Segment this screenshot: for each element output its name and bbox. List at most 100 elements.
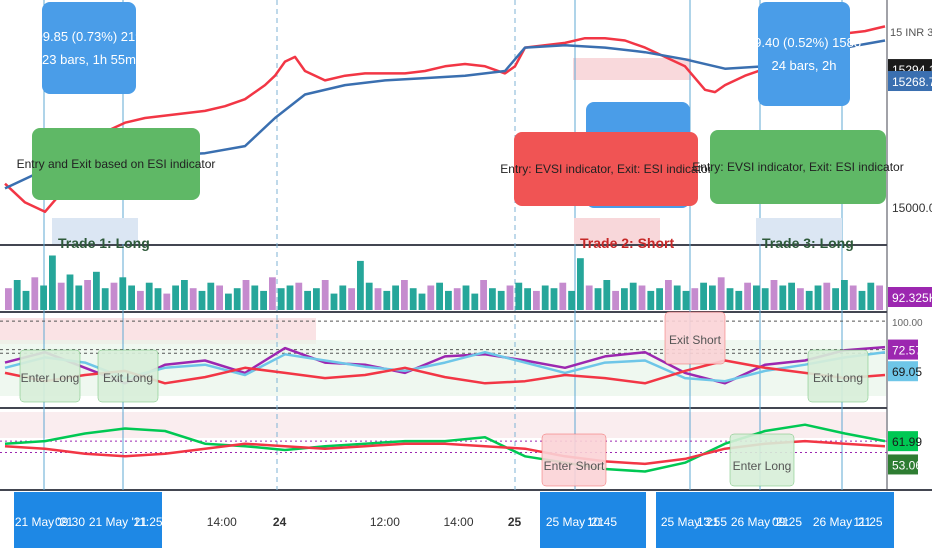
volume-bar [700, 282, 707, 310]
volume-bar [849, 285, 857, 310]
volume-bar [5, 288, 12, 310]
volume-bar [198, 290, 206, 310]
price-label-ma-bg [888, 71, 932, 92]
time-tick-label: 14:00 [207, 515, 237, 529]
signal-box [729, 433, 795, 487]
volume-bar [515, 282, 523, 310]
volume-bar [286, 285, 294, 310]
signal-label: Enter Short [544, 459, 605, 473]
time-highlight-label: 09:30 [55, 515, 85, 529]
volume-bar [506, 285, 514, 310]
osc-label-1-bg [888, 339, 918, 360]
time-tick-label: 24 [273, 515, 287, 529]
volume-bar [585, 285, 593, 310]
volume-bar [788, 282, 795, 310]
volume-bar [603, 280, 611, 310]
osc-level-label: 100.00 [892, 318, 923, 329]
volume-bar [497, 290, 505, 310]
signal-box [541, 433, 607, 487]
volume-bar [233, 288, 241, 310]
volume-bar [462, 285, 470, 310]
volume-bar [726, 288, 734, 310]
volume-bar [66, 274, 74, 310]
time-highlight-bg [14, 492, 162, 548]
trend-label-2: 53.06 [892, 458, 922, 472]
note-box-3-bg [710, 130, 886, 204]
volume-bar [154, 288, 162, 310]
trade-label: Trade 2: Short [580, 235, 674, 251]
zone-band [0, 412, 886, 438]
volume-bar [172, 285, 179, 310]
volume-bar [524, 288, 531, 310]
volume-bar [348, 288, 355, 310]
volume-bar [207, 282, 215, 310]
volume-bars [5, 255, 883, 310]
note-box-2[interactable]: Entry: EVSI indicator, Exit: ESI indicat… [500, 132, 712, 206]
volume-bar [621, 288, 628, 310]
volume-bar [269, 277, 276, 310]
time-highlight-label: 10:45 [587, 515, 617, 529]
trade-label-bg [52, 218, 138, 244]
volume-bar [427, 285, 435, 310]
measure-box-1-text: 109.85 (0.73%) 2197 [28, 29, 149, 44]
zone-band [0, 318, 316, 344]
note-box-3-text: Entry: EVSI indicator, Exit: ESI indicat… [692, 160, 903, 174]
measure-box-1-text: 23 bars, 1h 55m [42, 52, 136, 67]
volume-bar [533, 290, 540, 310]
measure-box-3-text: 24 bars, 2h [771, 58, 836, 73]
volume-bar [629, 282, 637, 310]
volume-bar [277, 288, 285, 310]
volume-bar [823, 282, 831, 310]
osc-label-2-bg [888, 361, 918, 382]
volume-bar [216, 285, 223, 310]
volume-bar [163, 293, 171, 310]
time-highlight-label: 09:25 [772, 515, 802, 529]
time-tick-label: 25 [508, 515, 522, 529]
volume-bar [339, 285, 347, 310]
price-label-ma: 15268.70 [892, 75, 932, 89]
volume-bar [682, 290, 690, 310]
volume-bar [797, 288, 804, 310]
volume-bar [753, 285, 760, 310]
volume-bar [858, 290, 866, 310]
volume-bar [453, 288, 461, 310]
volume-bar [313, 288, 320, 310]
note-box-1[interactable]: Entry and Exit based on ESI indicator [17, 128, 216, 200]
note-box-3[interactable]: Entry: EVSI indicator, Exit: ESI indicat… [692, 130, 904, 204]
volume-bar [374, 288, 382, 310]
signal-label: Exit Long [103, 371, 153, 385]
measure-box-1[interactable]: 109.85 (0.73%) 2197 23 bars, 1h 55m [28, 2, 150, 94]
volume-bar [559, 282, 567, 310]
volume-bar [770, 280, 778, 310]
signal-label: Exit Long [813, 371, 863, 385]
signal-label: Exit Short [669, 333, 722, 347]
volume-bar [128, 285, 135, 310]
volume-bar [110, 282, 118, 310]
volume-bar [779, 285, 787, 310]
measure-box-1-bg [42, 2, 136, 94]
volume-bar [181, 280, 188, 310]
time-highlight-label: 21 May '21 [89, 515, 148, 529]
volume-bar [480, 280, 487, 310]
volume-bar [673, 285, 681, 310]
volume-bar [717, 277, 725, 310]
price-label-level: 15000.00 [892, 201, 932, 215]
volume-bar [761, 288, 769, 310]
volume-bar [638, 285, 646, 310]
volume-label: 92.325K [892, 291, 932, 305]
volume-bar [867, 282, 875, 310]
volume-bar [612, 290, 619, 310]
volume-bar [876, 285, 883, 310]
volume-bar [392, 285, 399, 310]
time-highlight-label: 11:25 [853, 515, 882, 529]
measure-box-3[interactable]: 79.40 (0.52%) 1588 24 bars, 2h [747, 2, 861, 106]
trend-label-1-bg [888, 431, 918, 452]
price-axis-top-label: 15 INR 35 [890, 27, 932, 39]
short-range-shade [573, 58, 691, 80]
volume-bar [744, 282, 751, 310]
time-tick-label: 14:00 [443, 515, 473, 529]
time-highlight-label: 26 May '21 [813, 515, 872, 529]
